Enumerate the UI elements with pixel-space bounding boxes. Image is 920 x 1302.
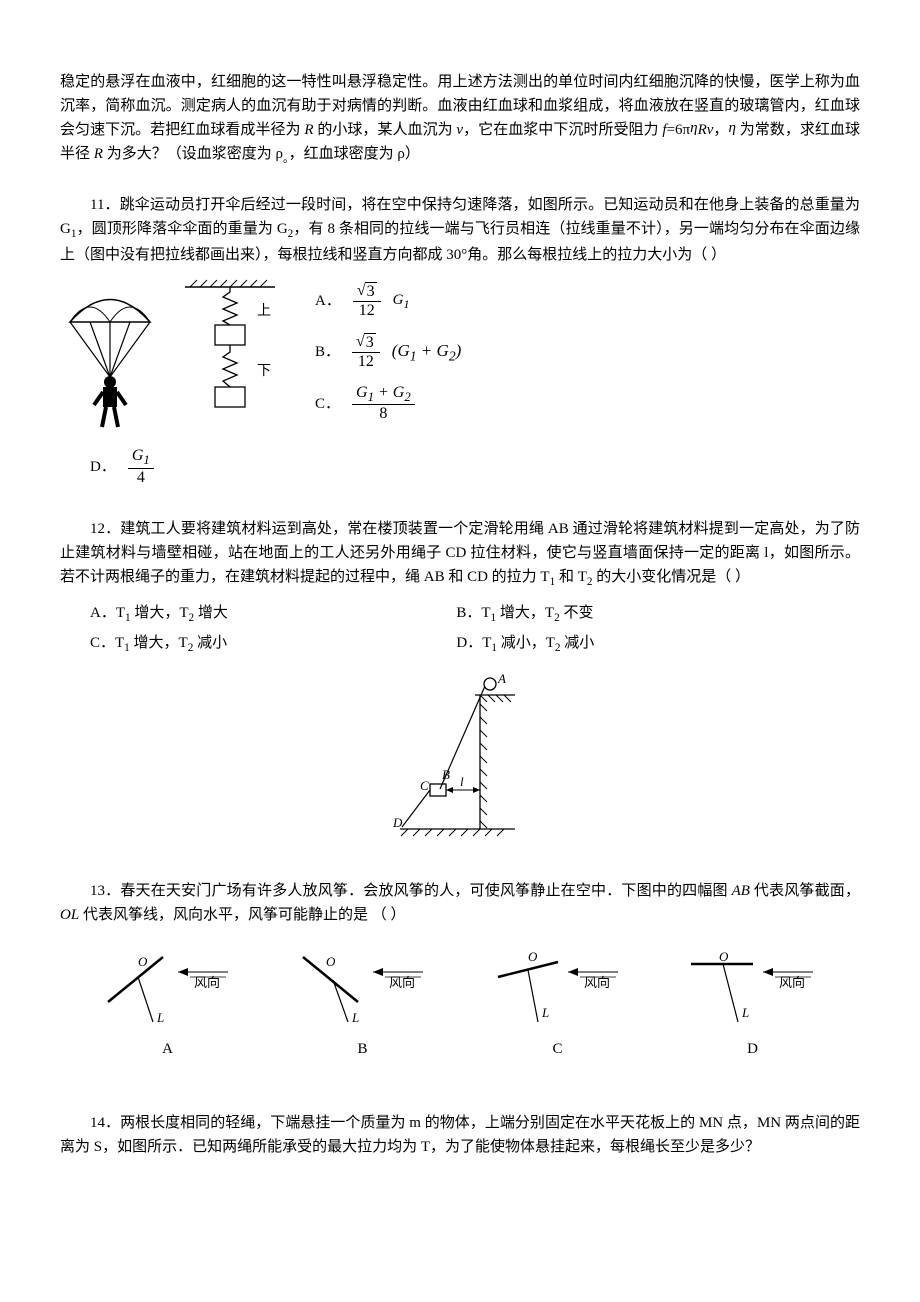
q13-block: 13．春天在天安门广场有许多人放风筝．会放风筝的人，可使风筝静止在空中．下图中的… <box>60 879 860 1061</box>
q11-block: 11．跳伞运动员打开伞后经过一段时间，将在空中保持匀速降落，如图所示。已知运动员… <box>60 193 860 487</box>
q13-OL: OL <box>60 907 79 923</box>
q13-stem-a: 春天在天安门广场有许多人放风筝．会放风筝的人，可使风筝静止在空中．下图中的四幅图 <box>120 883 731 899</box>
q11-fracD: G1 4 <box>128 447 154 487</box>
kite-c-icon: O L 风向 <box>488 952 628 1027</box>
q10-R1: R <box>304 122 313 138</box>
q12-fig-D: D <box>392 815 403 830</box>
q10-paragraph: 稳定的悬浮在血液中，红细胞的这一特性叫悬浮稳定性。用上述方法测出的单位时间内红细… <box>60 70 860 168</box>
q11-option-b: B． 3 12 (G1 + G2) <box>315 333 461 372</box>
q10-Rv: Rv <box>698 122 714 138</box>
q12-block: 12．建筑工人要将建筑材料运到高处，常在楼顶装置一个定滑轮用绳 AB 通过滑轮将… <box>60 517 860 849</box>
q12-fig-A: A <box>497 671 506 686</box>
q10-text-b: 的小球，某人血沉为 <box>314 122 457 138</box>
q13-label-b: B <box>357 1037 367 1061</box>
q13-fig-b: O L 风向 B <box>293 952 433 1061</box>
pulley-wall-icon: A B C D l <box>380 669 540 849</box>
q10-text-f: 为多大？（设血浆密度为 ρ <box>103 146 283 162</box>
q10-eta2: η <box>728 120 735 136</box>
spring-top-label: 上 <box>257 303 271 319</box>
q10-eta: η <box>690 120 697 136</box>
svg-text:O: O <box>138 954 148 969</box>
q13-AB: AB <box>732 883 750 899</box>
spring-scale-icon: 上 下 <box>175 277 295 432</box>
q11-figures: 上 下 <box>60 277 295 432</box>
q13-stem-b: 代表风筝截面， <box>750 883 860 899</box>
svg-text:O: O <box>528 952 538 964</box>
q13-label-a: A <box>162 1037 173 1061</box>
q13-stem: 13．春天在天安门广场有许多人放风筝．会放风筝的人，可使风筝静止在空中．下图中的… <box>60 879 860 927</box>
q10-feq: =6π <box>667 122 691 138</box>
q12-stem: 12．建筑工人要将建筑材料运到高处，常在楼顶装置一个定滑轮用绳 AB 通过滑轮将… <box>60 517 860 591</box>
q11-label-d: D． <box>90 455 116 479</box>
q12-fig-l: l <box>460 774 464 789</box>
q13-fig-d: O L 风向 D <box>683 952 823 1061</box>
kite-b-icon: O L 风向 <box>293 952 433 1027</box>
q10-text-c: ，它在血浆中下沉时所受阻力 <box>463 122 662 138</box>
q14-stem-text: 两根长度相同的轻绳，下端悬挂一个质量为 m 的物体，上端分别固定在水平天花板上的… <box>60 1115 860 1155</box>
spring-bot-label: 下 <box>257 364 271 379</box>
q11-options: A． 3 12 G1 B． 3 12 (G1 + G2) C． G1 + G2 <box>315 277 461 424</box>
q13-label-d: D <box>747 1037 758 1061</box>
q11-stem-b: ，圆顶形降落伞伞面的重量为 G <box>76 221 287 237</box>
q11-label-b: B． <box>315 340 340 364</box>
q14-block: 14．两根长度相同的轻绳，下端悬挂一个质量为 m 的物体，上端分别固定在水平天花… <box>60 1111 860 1159</box>
q11-fracC: G1 + G2 8 <box>352 384 415 424</box>
q11-num: 11． <box>90 197 120 213</box>
parachute-icon <box>60 277 160 432</box>
q12-figure: A B C D l <box>60 669 860 849</box>
q13-figures: O L 风向 A O L 风向 B <box>60 952 860 1061</box>
q12-fig-C: C <box>420 778 429 793</box>
q11-fracB: 3 12 <box>352 333 380 372</box>
svg-text:L: L <box>541 1005 549 1020</box>
q10-text-g: ，红血球密度为 ρ） <box>289 146 420 162</box>
q11-fracA: 3 12 <box>353 282 381 321</box>
q14-num: 14． <box>90 1115 120 1131</box>
q13-stem-c: 代表风筝线，风向水平，风筝可能静止的是 （ ） <box>79 907 405 923</box>
svg-text:O: O <box>326 954 336 969</box>
q11-stem: 11．跳伞运动员打开伞后经过一段时间，将在空中保持匀速降落，如图所示。已知运动员… <box>60 193 860 267</box>
q12-option-c: C．T1 增大，T2 减小 <box>90 631 426 657</box>
q12-options: A．T1 增大，T2 增大 B．T1 增大，T2 不变 C．T1 增大，T2 减… <box>90 601 860 657</box>
q13-fig-a: O L 风向 A <box>98 952 238 1061</box>
q11-option-c: C． G1 + G2 8 <box>315 384 461 424</box>
svg-text:O: O <box>719 952 729 964</box>
kite-a-icon: O L 风向 <box>98 952 238 1027</box>
kite-d-icon: O L 风向 <box>683 952 823 1027</box>
q12-stem-c: 的大小变化情况是（ ） <box>593 569 751 585</box>
q11-option-a: A． 3 12 G1 <box>315 282 461 321</box>
q13-fig-c: O L 风向 C <box>488 952 628 1061</box>
q12-option-a: A．T1 增大，T2 增大 <box>90 601 426 627</box>
q13-num: 13． <box>90 883 120 899</box>
q11-option-d: D． G1 4 <box>90 447 860 487</box>
q10-text-d: ， <box>713 122 728 138</box>
q10-R2: R <box>94 146 103 162</box>
q12-option-b: B．T1 增大，T2 不变 <box>456 601 860 627</box>
q11-a-suf: G1 <box>393 288 410 314</box>
q11-label-a: A． <box>315 289 341 313</box>
q14-stem: 14．两根长度相同的轻绳，下端悬挂一个质量为 m 的物体，上端分别固定在水平天花… <box>60 1111 860 1159</box>
q11-b-paren: (G1 + G2) <box>392 337 461 367</box>
svg-text:L: L <box>741 1005 749 1020</box>
q11-label-c: C． <box>315 392 340 416</box>
svg-text:L: L <box>156 1010 164 1025</box>
q12-stem-b: 和 T <box>555 569 587 585</box>
q13-label-c: C <box>552 1037 562 1061</box>
q12-option-d: D．T1 减小，T2 减小 <box>456 631 860 657</box>
q12-num: 12． <box>90 521 120 537</box>
q12-fig-B: B <box>442 767 450 782</box>
svg-text:L: L <box>351 1010 359 1025</box>
